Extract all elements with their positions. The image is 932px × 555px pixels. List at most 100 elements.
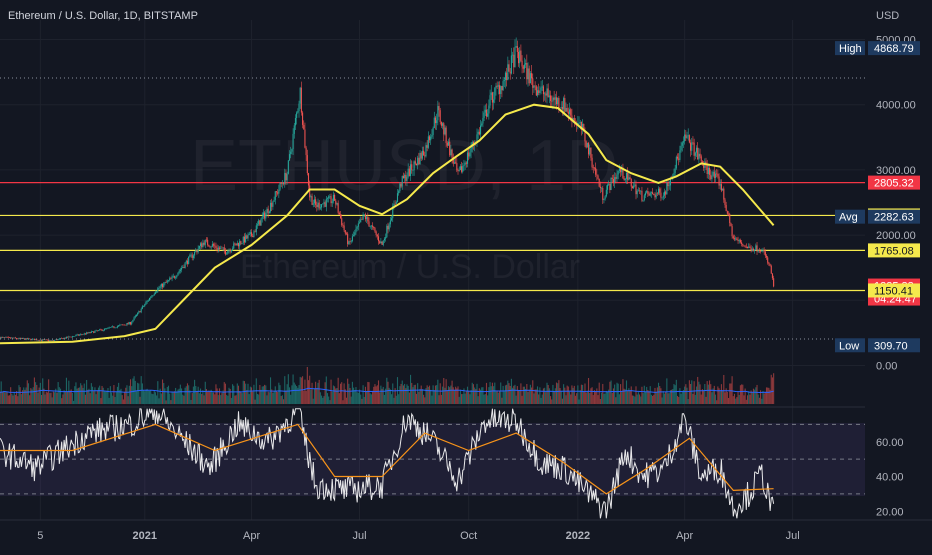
volume-bar [462,394,464,404]
candle-body [122,324,124,326]
price-tag-box [868,283,920,298]
volume-bar [433,390,435,404]
candle-body [444,127,446,135]
volume-bar [248,394,250,404]
horizontal-levels[interactable] [0,181,865,292]
candle-body [309,185,311,198]
volume-bar [318,379,320,404]
volume-bar [666,378,668,404]
candle-body [328,196,330,199]
volume-bar [46,392,49,404]
volume-bar [196,391,198,404]
volume-bar [582,384,584,404]
volume-bar [725,388,727,404]
candle-body [449,141,451,156]
candle-body [571,115,573,122]
candle-body [42,339,44,341]
candle-body [466,152,469,164]
volume-bar [343,383,345,404]
candle-body [234,243,236,245]
volume-bar [407,385,409,404]
volume-bar [476,383,478,404]
volume-bar [235,395,237,404]
candle-body [741,242,743,245]
candle-body [165,282,167,283]
candle-body [132,320,134,323]
volume-bar [661,397,663,404]
candle-body [262,212,264,217]
volume-bar [113,385,115,404]
candle-body [280,182,282,184]
candle-body [221,247,223,249]
volume-bar [620,384,622,404]
candle-body [624,178,626,180]
candle-body [455,162,457,164]
volume-bar [52,391,54,404]
candle-body [532,78,534,88]
volume-bar [192,386,194,404]
volume-bar [393,397,395,404]
volume-bar [605,390,607,404]
candle-body [684,134,686,142]
candle-body [714,173,717,178]
candle-body [758,250,760,252]
candle-body [151,295,153,298]
volume-bar [190,399,192,404]
candle-body [447,141,450,146]
candle-body [192,255,194,258]
candle-body [611,177,613,180]
candle-body [264,212,266,219]
candle-body [141,306,143,309]
volume-bar [353,387,355,404]
time-axis[interactable]: 5 2021 Apr Jul Oct 2022 Apr Jul [37,530,799,542]
volume-bar [275,390,278,404]
candle-body [64,337,66,339]
candle-body [109,327,111,328]
candle-body [509,71,511,74]
candle-body [748,246,750,249]
volume-bar [495,391,497,404]
volume-bar [20,394,22,404]
candle-body [745,246,747,248]
candle-body [558,97,560,108]
candle-body [196,250,198,253]
candle-body [510,55,512,74]
candle-body [496,85,498,87]
candle-body [189,255,191,257]
candle-body [655,193,657,198]
volume-bar [395,395,397,404]
candle-body [446,142,448,146]
volume-bar [707,384,709,404]
candle-body [764,251,766,256]
volume-bar [662,391,664,404]
candle-body [393,203,395,207]
candle-body [643,195,645,200]
volume-bar [169,393,171,404]
volume-bar [742,384,744,404]
volume-bar [103,391,105,404]
volume-bar [637,392,639,404]
candles[interactable] [0,37,775,342]
candle-body [273,199,275,202]
volume-bar [522,386,524,404]
candle-body [100,329,102,331]
candle-body [154,292,156,294]
volume-bar [17,396,19,404]
volume-bar [657,382,660,404]
candle-body [487,113,489,117]
volume-bar [558,380,560,404]
volume-bar [676,395,679,404]
volume-bar [354,390,356,404]
volume-bar [217,395,219,404]
volume-bar [767,387,769,404]
candle-body [597,175,599,179]
rsi-tick-label: 60.00 [876,437,904,449]
candle-body [186,260,189,264]
rsi-axis[interactable]: 60.00 40.00 20.00 [876,437,904,519]
candle-body [126,323,128,326]
volume-bar [284,376,286,404]
volume-bar [420,385,422,404]
volume-bar [29,395,31,404]
